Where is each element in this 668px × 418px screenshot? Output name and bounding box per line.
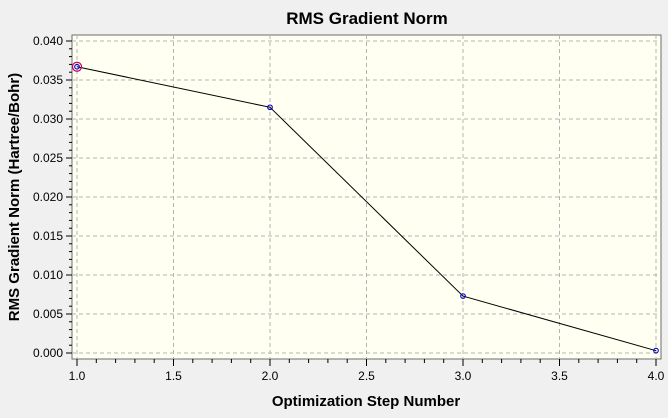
y-tick-label: 0.000	[33, 346, 63, 360]
data-series	[71, 61, 659, 354]
data-point	[267, 104, 273, 111]
axis-ticks	[66, 40, 657, 366]
chart-title: RMS Gradient Norm	[286, 9, 448, 28]
y-tick-label: 0.025	[33, 151, 63, 165]
data-point	[653, 347, 659, 354]
y-tick-label: 0.005	[33, 307, 63, 321]
series-line	[76, 66, 657, 352]
y-tick-label: 0.015	[33, 229, 63, 243]
x-tick-label: 3.5	[551, 369, 568, 383]
data-point	[74, 63, 80, 70]
tick-labels: 1.0 1.5 2.0 2.5 3.0 3.5 4.0 0.000 0.005 0.010 0.01…	[33, 34, 665, 383]
x-tick-label: 4.0	[648, 369, 665, 383]
y-tick-label: 0.035	[33, 73, 63, 87]
y-axis-label: RMS Gradient Norm (Hartree/Bohr)	[6, 73, 23, 321]
highlight-ring	[71, 61, 83, 72]
data-point	[460, 293, 466, 299]
y-tick-label: 0.040	[33, 34, 63, 48]
x-tick-label: 2.0	[262, 369, 279, 383]
x-tick-label: 1.5	[165, 369, 182, 383]
grid-lines	[72, 35, 661, 359]
x-tick-label: 1.0	[69, 369, 86, 383]
x-tick-label: 2.5	[358, 369, 375, 383]
y-tick-label: 0.020	[33, 190, 63, 204]
x-tick-label: 3.0	[455, 369, 472, 383]
x-axis-label: Optimization Step Number	[272, 393, 461, 410]
y-tick-label: 0.030	[33, 112, 63, 126]
y-tick-label: 0.010	[33, 268, 63, 282]
